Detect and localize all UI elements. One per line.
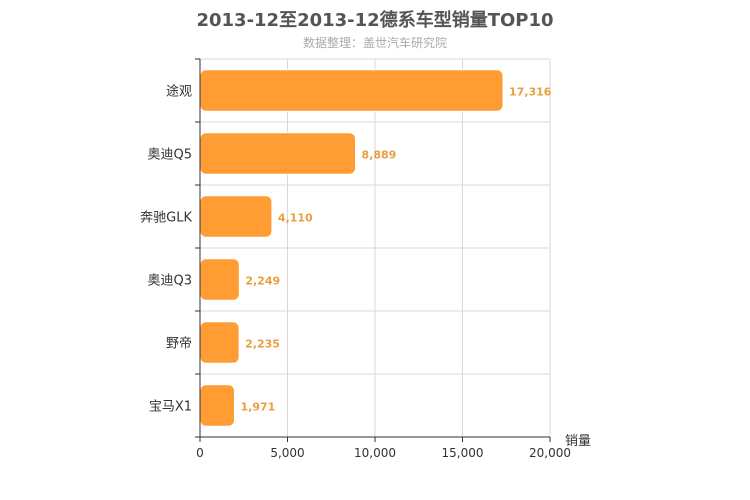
bar: [199, 321, 240, 364]
bar: [199, 132, 357, 175]
bars: [199, 69, 504, 427]
data-label: 2,249: [245, 275, 280, 288]
data-label: 4,110: [278, 212, 313, 225]
axes: [195, 58, 551, 442]
x-tick-label: 0: [196, 446, 204, 460]
bar: [199, 258, 240, 301]
chart-subtitle: 数据整理：盖世汽车研究院: [302, 36, 447, 50]
x-tick-label: 5,000: [270, 446, 304, 460]
chart-title: 2013-12至2013-12德系车型销量TOP10: [196, 10, 554, 31]
labels: 途观 17,316 奥迪Q5 8,889 奔驰GLK 4,110 奥迪Q3 2,249 野帝 2,…: [140, 84, 591, 461]
x-tick-label: 15,000: [442, 446, 484, 460]
bar: [199, 384, 235, 427]
bar: [199, 195, 273, 238]
data-label: 1,971: [240, 401, 275, 414]
data-label: 8,889: [362, 149, 397, 162]
bar: [199, 69, 504, 112]
category-label: 宝马X1: [149, 400, 192, 415]
x-tick-label: 20,000: [529, 446, 571, 460]
grid-lines: [199, 58, 551, 438]
category-label: 奥迪Q5: [147, 148, 192, 163]
category-label: 奥迪Q3: [147, 274, 192, 289]
x-axis-title: 销量: [565, 434, 591, 449]
category-label: 途观: [166, 84, 192, 100]
x-tick-label: 10,000: [354, 446, 396, 460]
category-label: 奔驰GLK: [140, 211, 192, 226]
category-label: 野帝: [166, 336, 192, 352]
data-label: 17,316: [509, 86, 552, 99]
data-label: 2,235: [245, 338, 280, 351]
